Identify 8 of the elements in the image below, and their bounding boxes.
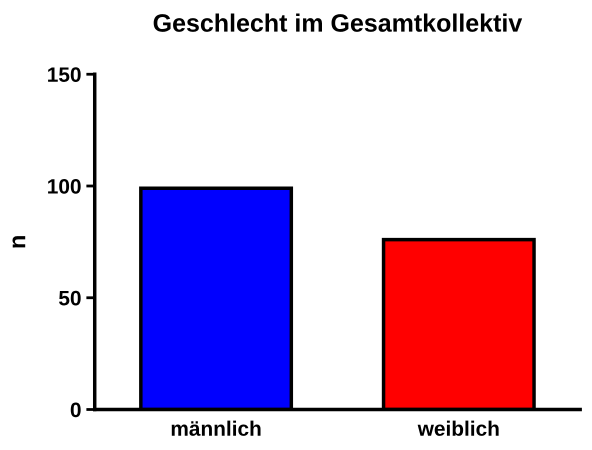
chart-title: Geschlecht im Gesamtkollektiv [154, 14, 522, 32]
y-tick-label: 150 [48, 67, 81, 82]
y-tick-label: 50 [58, 290, 81, 306]
y-axis-title: n [12, 236, 26, 248]
x-tick-label: weiblich [418, 420, 499, 436]
y-tick-label: 0 [70, 402, 81, 418]
y-tick-label: 100 [48, 179, 81, 194]
x-tick-label: männlich [172, 420, 261, 436]
